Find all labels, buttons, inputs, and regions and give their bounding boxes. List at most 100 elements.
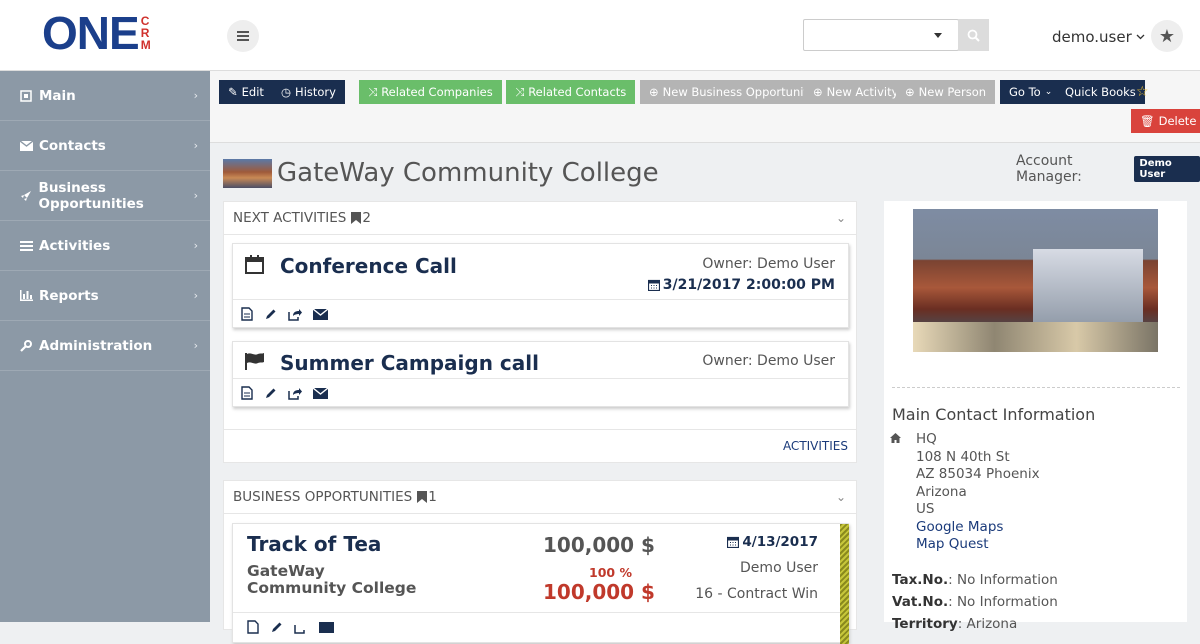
- quick-books-label: Quick Books: [1065, 85, 1136, 99]
- address-block: HQ 108 N 40th St AZ 85034 Phoenix Arizon…: [916, 431, 1040, 554]
- user-name: demo.user: [1052, 28, 1132, 46]
- opportunity-actions: [247, 620, 334, 634]
- account-manager-badge[interactable]: Demo User: [1134, 156, 1200, 182]
- plus-circle-icon: ⊕: [905, 85, 915, 99]
- business-opportunities-title: BUSINESS OPPORTUNITIES: [233, 489, 413, 505]
- document-icon[interactable]: [247, 620, 259, 634]
- related-contacts-button[interactable]: ⤨ Related Contacts: [506, 80, 636, 104]
- sidebar-item-reports[interactable]: Reports ›: [0, 271, 210, 321]
- chevron-down-icon: ⌄: [835, 211, 846, 225]
- opportunity-date-text: 4/13/2017: [742, 534, 818, 550]
- stage-indicator: [840, 524, 849, 644]
- action-toolbar: ✎ Edit ◷ History ⤨ Related Companies ⤨ Relat…: [210, 71, 1200, 143]
- favorites-button[interactable]: ★: [1151, 20, 1183, 52]
- page-header: GateWay Community College: [223, 158, 659, 188]
- next-activities-title: NEXT ACTIVITIES: [233, 210, 347, 226]
- address-city: AZ 85034 Phoenix: [916, 466, 1040, 482]
- history-button[interactable]: ◷ History: [272, 80, 345, 104]
- new-person-label: New Person: [918, 85, 987, 99]
- activity-title[interactable]: Conference Call: [280, 254, 457, 278]
- opportunity-company[interactable]: GateWay Community College: [247, 562, 417, 597]
- edit-button[interactable]: ✎ Edit: [219, 80, 273, 104]
- territory-value: : Arizona: [957, 616, 1018, 632]
- pencil-icon[interactable]: [270, 621, 283, 634]
- opportunity-stage: 16 - Contract Win: [695, 586, 818, 602]
- search-button[interactable]: [958, 19, 989, 51]
- envelope-icon[interactable]: [319, 621, 334, 633]
- sidebar-item-label: Contacts: [39, 137, 106, 154]
- map-quest-link[interactable]: Map Quest: [916, 536, 989, 552]
- history-label: History: [295, 85, 336, 99]
- document-icon[interactable]: [241, 307, 253, 321]
- user-menu[interactable]: demo.user: [1052, 28, 1145, 46]
- tax-number: Tax.No.: No Information: [892, 572, 1058, 588]
- sidebar-item-activities[interactable]: Activities ›: [0, 221, 210, 271]
- share-icon[interactable]: [288, 308, 302, 321]
- pencil-icon[interactable]: [264, 308, 277, 321]
- next-activities-count: 2: [362, 210, 371, 226]
- divider: [233, 612, 840, 613]
- activity-owner: Owner: Demo User: [702, 256, 835, 272]
- calendar-icon: [727, 536, 740, 548]
- star-icon: ★: [1158, 25, 1176, 47]
- divider: [224, 429, 856, 430]
- search-select[interactable]: [803, 19, 959, 51]
- chevron-right-icon: ›: [193, 89, 198, 102]
- activity-card[interactable]: Conference Call Owner: Demo User 3/21/20…: [232, 243, 849, 328]
- favorite-star-icon[interactable]: ☆: [1136, 84, 1149, 100]
- next-activities-header[interactable]: NEXT ACTIVITIES 2 ⌄: [224, 202, 856, 235]
- document-icon[interactable]: [241, 386, 253, 400]
- address-type: HQ: [916, 431, 937, 447]
- envelope-icon[interactable]: [313, 387, 328, 399]
- company-thumbnail: [223, 158, 272, 188]
- sidebar-item-administration[interactable]: Administration ›: [0, 321, 210, 371]
- envelope-icon: [20, 140, 34, 151]
- opportunity-card[interactable]: Track of Tea GateWay Community College 1…: [232, 523, 849, 644]
- quick-books-button[interactable]: Quick Books: [1056, 80, 1145, 104]
- activity-date: 3/21/2017 2:00:00 PM: [647, 277, 835, 293]
- google-maps-link[interactable]: Google Maps: [916, 518, 1004, 535]
- menu-toggle-button[interactable]: [227, 20, 259, 52]
- bar-chart-icon: [20, 290, 34, 301]
- related-companies-button[interactable]: ⤨ Related Companies: [359, 80, 502, 104]
- opportunity-title[interactable]: Track of Tea: [247, 532, 382, 556]
- chevron-right-icon: ›: [193, 289, 198, 302]
- activities-link[interactable]: ACTIVITIES: [782, 439, 848, 453]
- delete-button[interactable]: 🗑 Delete: [1131, 109, 1200, 133]
- sidebar-item-business-opportunities[interactable]: Business Opportunities ›: [0, 171, 210, 221]
- flag-icon: [245, 353, 265, 370]
- clock-icon: ◷: [281, 85, 292, 99]
- sidebar-item-contacts[interactable]: Contacts ›: [0, 121, 210, 171]
- new-person-button[interactable]: ⊕ New Person: [896, 80, 996, 104]
- envelope-icon[interactable]: [313, 308, 328, 320]
- pencil-icon[interactable]: [264, 387, 277, 400]
- account-manager: Account Manager: Demo User: [1016, 153, 1200, 185]
- activity-title[interactable]: Summer Campaign call: [280, 351, 539, 375]
- go-to-button[interactable]: Go To ⌄: [1000, 80, 1062, 104]
- address-street: 108 N 40th St: [916, 448, 1010, 465]
- activity-owner: Owner: Demo User: [702, 353, 835, 369]
- opportunity-weighted-amount: 100,000 $: [543, 580, 655, 604]
- activity-actions: [241, 386, 328, 400]
- bookmark-icon: [417, 491, 428, 503]
- new-business-opportunity-button[interactable]: ⊕ New Business Opportunity: [640, 80, 824, 104]
- opportunity-amount: 100,000 $: [543, 533, 655, 557]
- activity-card[interactable]: Summer Campaign call Owner: Demo User: [232, 341, 849, 407]
- photo-foreground: [913, 322, 1158, 352]
- opportunity-owner: Demo User: [740, 560, 818, 576]
- new-activity-button[interactable]: ⊕ New Activity: [804, 80, 908, 104]
- rocket-icon: [20, 190, 34, 202]
- chevron-right-icon: ›: [193, 139, 198, 152]
- chevron-down-icon: [1136, 34, 1145, 40]
- share-icon[interactable]: [288, 387, 302, 400]
- share-icon[interactable]: [294, 621, 308, 634]
- business-opportunities-header[interactable]: BUSINESS OPPORTUNITIES 1 ⌄: [224, 481, 856, 514]
- chevron-down-icon: ⌄: [835, 490, 846, 504]
- sidebar-item-main[interactable]: Main ›: [0, 71, 210, 121]
- company-info-panel: Main Contact Information HQ 108 N 40th S…: [884, 201, 1187, 632]
- bookmark-icon: [351, 212, 362, 224]
- wrench-icon: [20, 339, 34, 352]
- delete-label: Delete: [1158, 114, 1197, 128]
